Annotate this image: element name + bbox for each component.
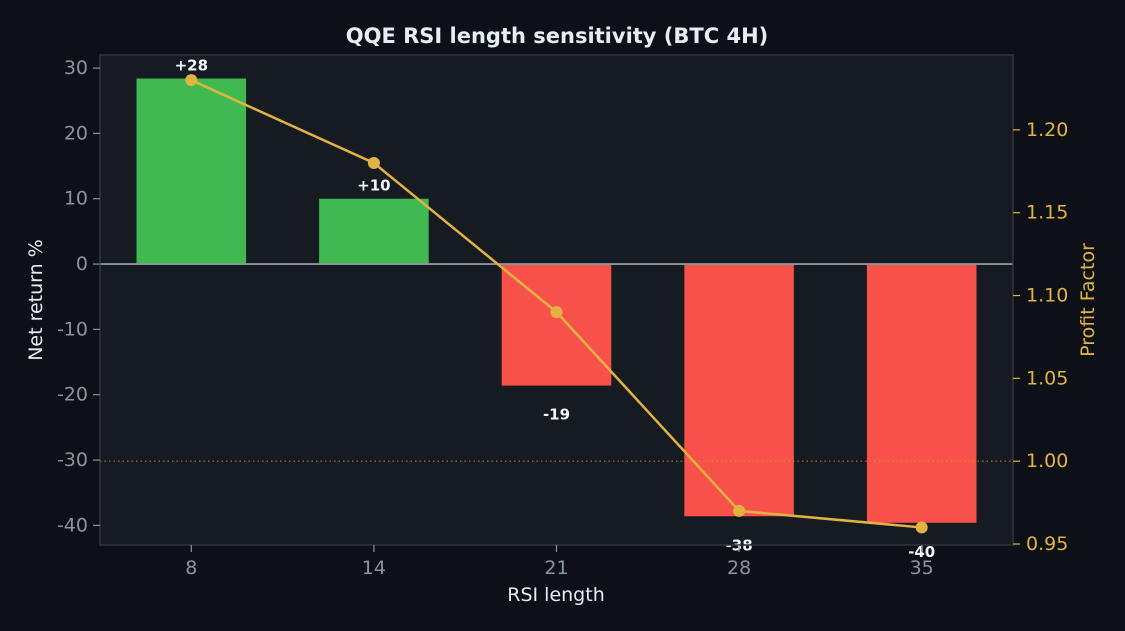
x-tick-label: 8 xyxy=(185,557,197,579)
bar-rsi-14 xyxy=(319,198,429,265)
y-tick-label: -10 xyxy=(57,318,88,340)
bar-rsi-35 xyxy=(866,264,977,523)
x-axis-ticks: 8 14 21 28 35 xyxy=(185,545,934,579)
profit-factor-point xyxy=(733,504,746,517)
y-tick-label: -30 xyxy=(57,449,88,471)
y-tick-label: -40 xyxy=(57,514,88,536)
profit-factor-point xyxy=(367,157,380,170)
bar-value-label: +10 xyxy=(357,177,390,195)
y-tick-label: 10 xyxy=(64,188,88,210)
bar-value-label: -19 xyxy=(543,406,570,424)
profit-factor-line-group xyxy=(185,74,928,534)
y2-axis-label: Profit Factor xyxy=(1077,243,1099,357)
x-tick-label: 35 xyxy=(910,557,934,579)
chart-title: QQE RSI length sensitivity (BTC 4H) xyxy=(346,24,769,48)
x-tick-label: 14 xyxy=(362,557,386,579)
bar-rsi-21 xyxy=(501,264,612,386)
y-tick-label: -20 xyxy=(57,384,88,406)
profit-factor-point xyxy=(550,306,563,319)
y2-tick-label: 1.10 xyxy=(1026,285,1068,307)
profit-factor-point xyxy=(185,74,198,87)
x-tick-label: 21 xyxy=(544,557,568,579)
y-axis-label: Net return % xyxy=(25,239,47,361)
x-axis-label: RSI length xyxy=(507,584,604,606)
y-axis-right-ticks: 1.20 1.15 1.10 1.05 1.00 0.95 xyxy=(1013,119,1068,555)
y2-tick-label: 1.00 xyxy=(1026,450,1068,472)
y-tick-label: 0 xyxy=(76,253,88,275)
x-tick-label: 28 xyxy=(727,557,751,579)
y-tick-label: 20 xyxy=(64,122,88,144)
y2-tick-label: 1.15 xyxy=(1026,202,1068,224)
y-tick-label: 30 xyxy=(64,57,88,79)
y2-tick-label: 0.95 xyxy=(1026,533,1068,555)
bar-value-label: +28 xyxy=(175,57,208,75)
y2-tick-label: 1.20 xyxy=(1026,119,1068,141)
y2-tick-label: 1.05 xyxy=(1026,367,1068,389)
bars-group xyxy=(136,78,977,523)
y-axis-left-ticks: 30 20 10 0 -10 -20 -30 -40 xyxy=(57,57,100,536)
bar-rsi-8 xyxy=(136,78,247,265)
bar-labels-group: +28+10-19-38 -40 xyxy=(175,57,936,561)
profit-factor-point xyxy=(915,521,928,534)
bar-rsi-28 xyxy=(684,264,794,517)
